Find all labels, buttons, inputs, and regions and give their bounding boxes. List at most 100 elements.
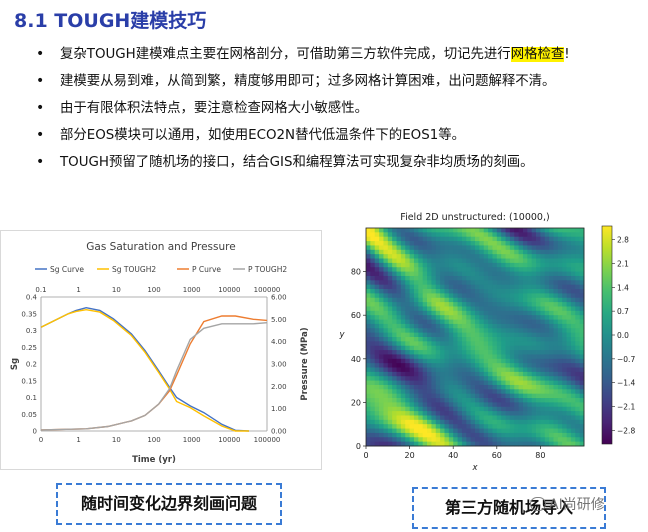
heatmap-cell: [370, 275, 376, 281]
heatmap-cell: [566, 267, 572, 272]
heatmap-cell: [505, 267, 511, 272]
heatmap-cell: [579, 310, 585, 316]
heatmap-cell: [553, 267, 559, 272]
heatmap-cell: [466, 232, 472, 238]
heatmap-cell: [370, 393, 376, 399]
heatmap-cell: [475, 232, 480, 238]
caption-boundary: 随时间变化边界刻画问题: [56, 483, 282, 525]
heatmap-cell: [396, 428, 402, 434]
heatmap-cell: [514, 345, 519, 351]
heatmap-cell: [549, 384, 554, 390]
heatmap-cell: [505, 302, 511, 307]
heatmap-cell: [562, 254, 567, 259]
heatmap-cell: [370, 254, 376, 259]
heatmap-cell: [579, 254, 585, 259]
colorbar-tick-label: −0.7: [617, 355, 635, 364]
heatmap-cell: [475, 350, 480, 355]
heatmap-cell: [466, 293, 472, 299]
heatmap-cell: [448, 245, 454, 251]
heatmap-cell: [579, 437, 585, 443]
heatmap-cell: [370, 384, 376, 390]
heatmap-cell: [475, 293, 480, 299]
heatmap-cell: [440, 358, 445, 364]
heatmap-cell: [566, 432, 572, 438]
heatmap-cell: [448, 428, 454, 434]
heatmap-cell: [400, 432, 406, 438]
heatmap-cell: [575, 323, 581, 329]
heatmap-cell: [431, 428, 437, 434]
heatmap-cell: [405, 441, 410, 447]
heatmap-cell: [466, 363, 472, 368]
heatmap-cell: [409, 249, 415, 255]
heatmap-cell: [379, 315, 384, 320]
heatmap-cell: [374, 271, 380, 277]
heatmap-cell: [483, 393, 489, 399]
heatmap-cell: [383, 424, 389, 429]
heatmap-cell: [562, 332, 567, 338]
heatmap-cell: [527, 384, 533, 390]
colorbar: [601, 225, 613, 445]
heatmap-cell: [366, 350, 371, 355]
heatmap-cell: [374, 424, 380, 429]
heatmap-cell: [461, 293, 467, 299]
heatmap-cell: [496, 350, 502, 355]
heatmap-cell: [427, 428, 432, 434]
heatmap-cell: [392, 415, 397, 421]
heatmap-cell: [453, 319, 458, 325]
heatmap-cell: [505, 345, 511, 351]
heatmap-cell: [531, 415, 537, 421]
heatmap-cell: [579, 297, 585, 303]
heatmap-cell: [540, 424, 546, 429]
heatmap-cell: [475, 302, 480, 307]
heatmap-cell: [553, 249, 559, 255]
heatmap-cell: [544, 432, 550, 438]
heatmap-cell: [544, 337, 550, 342]
heatmap-cell: [374, 337, 380, 342]
heatmap-cell: [370, 437, 376, 443]
heatmap-cell: [379, 376, 384, 381]
heatmap-cell: [374, 432, 380, 438]
heatmap-cell: [475, 428, 480, 434]
heatmap-cell: [409, 380, 415, 386]
heatmap-cell: [549, 262, 554, 268]
heatmap-cell: [531, 297, 537, 303]
heatmap-cell: [461, 393, 467, 399]
heatmap-cell: [557, 297, 563, 303]
heatmap-cell: [374, 376, 380, 381]
heatmap-cell: [492, 315, 498, 320]
heatmap-cell: [470, 384, 476, 390]
heatmap-cell: [566, 384, 572, 390]
heatmap-cell: [496, 428, 502, 434]
heatmap-cell: [536, 345, 541, 351]
heatmap-cell: [553, 389, 559, 395]
heatmap-cell: [366, 323, 371, 329]
heatmap-cell: [379, 432, 384, 438]
heatmap-cell: [505, 354, 511, 360]
heatmap-cell: [418, 393, 424, 399]
heatmap-cell: [527, 275, 533, 281]
heatmap-cell: [427, 328, 432, 334]
heatmap-cell: [470, 249, 476, 255]
heatmap-cell: [448, 398, 454, 403]
heatmap-cell: [531, 398, 537, 403]
heatmap-cell: [400, 337, 406, 342]
heatmap-cell: [575, 306, 581, 312]
heatmap-cell: [527, 319, 533, 325]
heatmap-cell: [540, 319, 546, 325]
heatmap-cell: [549, 328, 554, 334]
heatmap-cell: [366, 228, 371, 233]
heatmap-cell: [509, 406, 515, 412]
heatmap-cell: [400, 323, 406, 329]
heatmap-cell: [479, 354, 485, 360]
heatmap-cell: [413, 402, 419, 408]
heatmap-cell: [522, 328, 528, 334]
heatmap-cell: [466, 228, 472, 233]
heatmap-cell: [392, 297, 397, 303]
heatmap-cell: [379, 354, 384, 360]
heatmap-cell: [518, 432, 524, 438]
heatmap-cell: [431, 310, 437, 316]
heatmap-cell: [562, 384, 567, 390]
heatmap-cell: [435, 398, 441, 403]
heatmap-cell: [435, 328, 441, 334]
heatmap-cell: [366, 415, 371, 421]
